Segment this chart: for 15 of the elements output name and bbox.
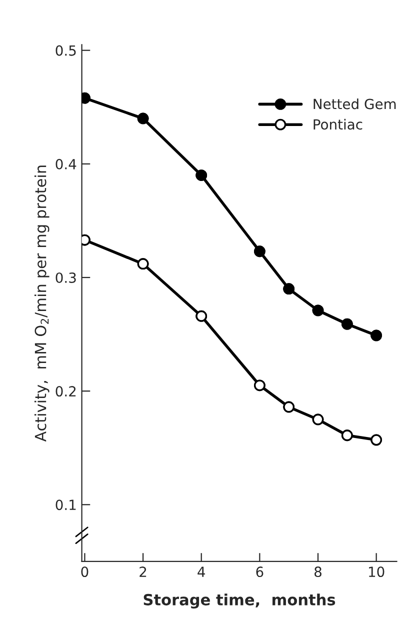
legend-label: Netted Gem (314, 98, 396, 110)
x-tick-label: 8 (314, 566, 322, 578)
y-tick-label: 0.3 (56, 272, 76, 283)
legend-label: Pontiac (314, 118, 362, 130)
x-tick-label: 0 (81, 566, 88, 578)
x-axis-title: Storage time, months (144, 594, 336, 609)
y-axis-title: Activity, mM O$_{2}$/min per mg protein (34, 166, 50, 442)
y-tick-label: 0.4 (56, 158, 76, 170)
x-tick-label: 4 (198, 566, 205, 577)
y-tick-label: 0.5 (56, 45, 76, 56)
x-tick-label: 2 (140, 566, 146, 577)
y-tick-label: 0.2 (56, 386, 76, 397)
x-tick-label: 10 (369, 566, 384, 578)
y-tick-label: 0.1 (56, 500, 76, 510)
x-tick-label: 6 (256, 566, 264, 578)
